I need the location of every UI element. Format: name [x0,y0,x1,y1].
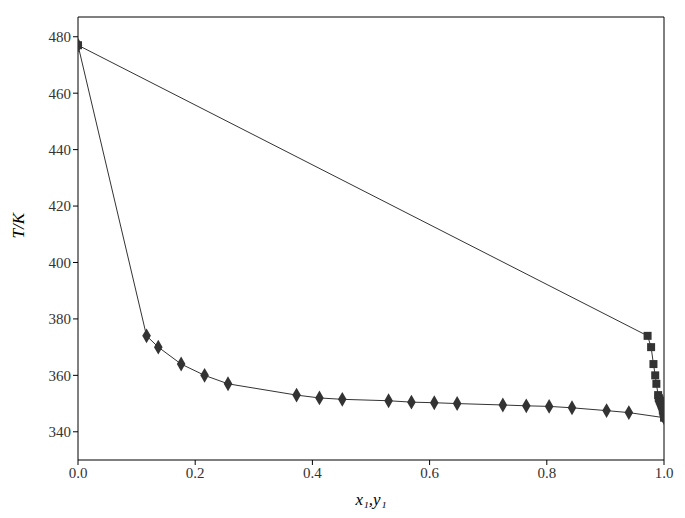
svg-text:360: 360 [49,368,72,384]
svg-text:1.0: 1.0 [655,465,674,481]
svg-text:340: 340 [49,424,72,440]
svg-text:0.0: 0.0 [69,465,88,481]
svg-text:480: 480 [49,29,72,45]
svg-text:0.6: 0.6 [420,465,439,481]
svg-text:0.2: 0.2 [186,465,205,481]
svg-text:0.8: 0.8 [537,465,556,481]
svg-text:x₁,y₁: x₁,y₁ [354,490,386,509]
svg-text:380: 380 [49,311,72,327]
svg-text:T/K: T/K [9,211,28,238]
svg-text:400: 400 [49,255,72,271]
svg-text:460: 460 [49,86,72,102]
svg-text:0.4: 0.4 [303,465,322,481]
svg-text:420: 420 [49,198,72,214]
svg-text:440: 440 [49,142,72,158]
